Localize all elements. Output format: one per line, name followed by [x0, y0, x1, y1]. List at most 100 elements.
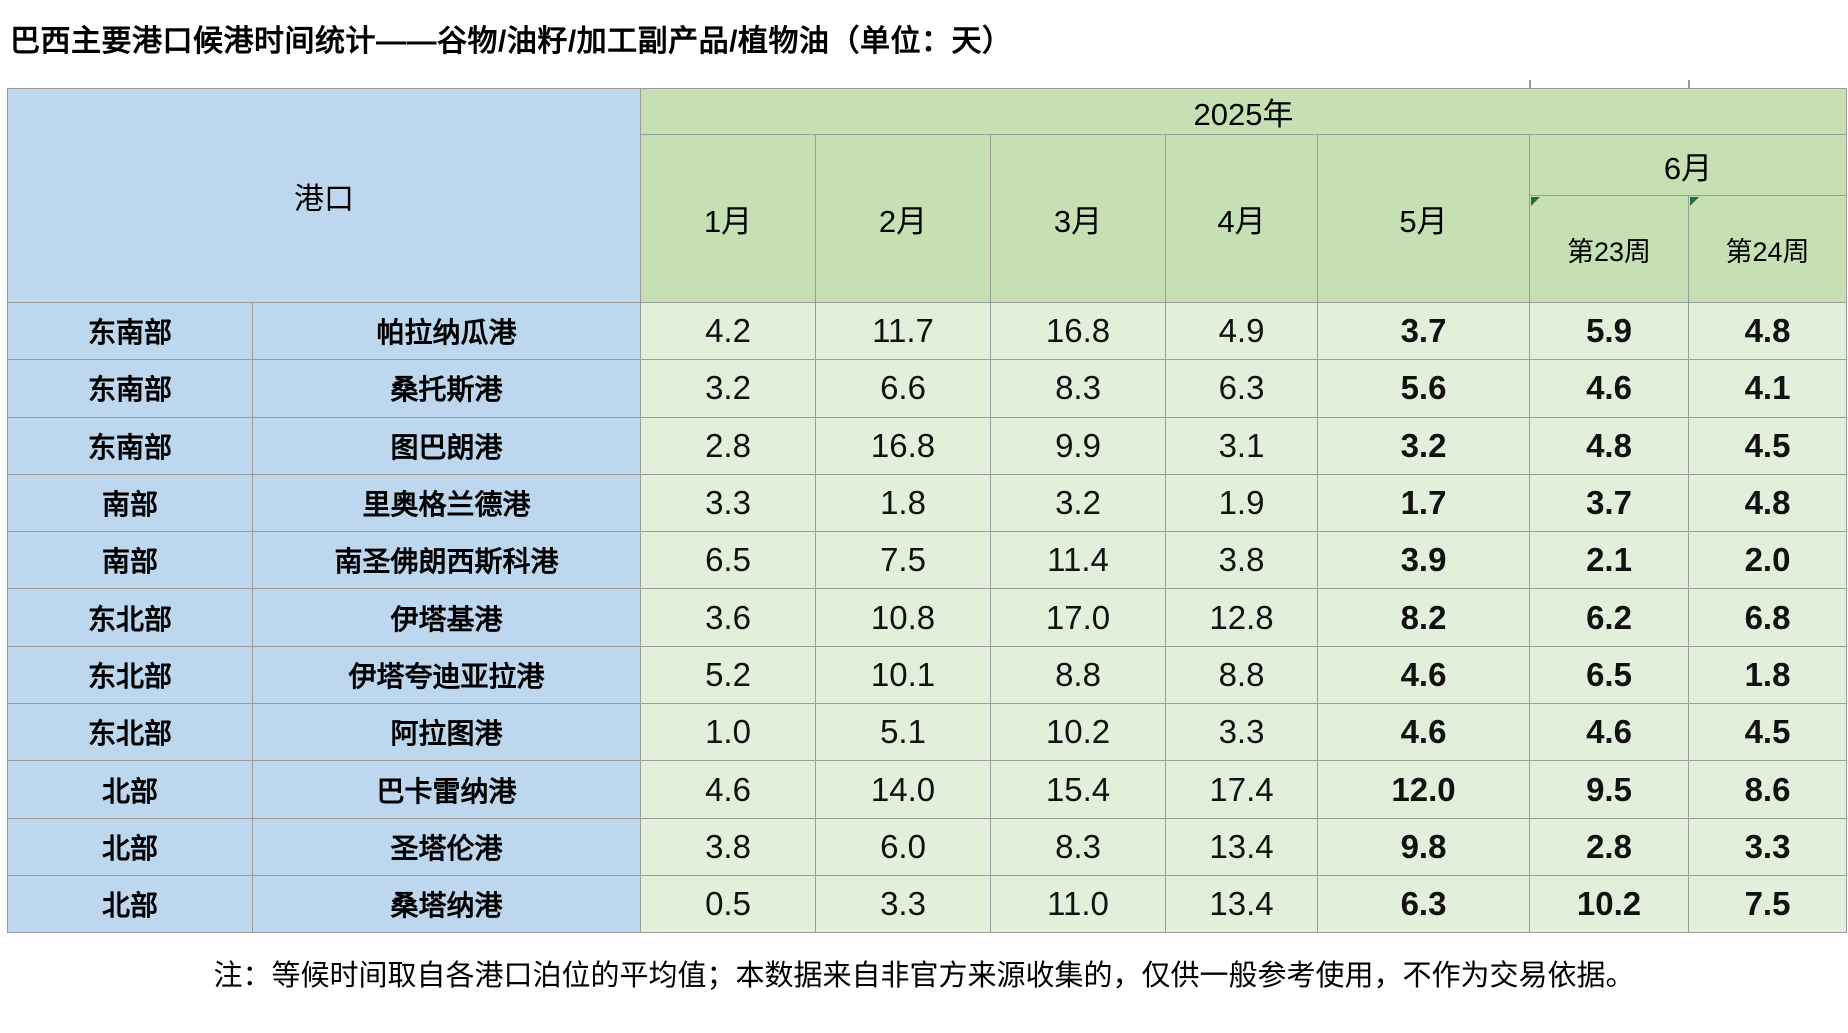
value-cell: 13.4	[1165, 817, 1318, 876]
june-header: 6月	[1528, 134, 1848, 196]
value-cell: 16.8	[815, 416, 991, 475]
value-cell: 4.6	[1529, 703, 1689, 762]
month-header-may: 5月	[1317, 134, 1530, 303]
value-cell: 4.6	[1529, 359, 1689, 418]
port-cell: 阿拉图港	[252, 703, 641, 762]
region-cell: 东南部	[7, 301, 253, 361]
value-cell: 3.3	[1687, 817, 1848, 876]
value-cell: 6.3	[1317, 874, 1530, 934]
cell-corner-indicator-icon	[1690, 197, 1699, 206]
value-cell: 4.8	[1687, 301, 1848, 361]
cell-corner-indicator-icon	[1531, 197, 1540, 206]
value-cell: 8.3	[990, 359, 1166, 418]
table-row: 东北部 伊塔基港 3.6 10.8 17.0 12.8 8.2 6.2 6.8	[7, 588, 1848, 647]
table-row: 北部 巴卡雷纳港 4.6 14.0 15.4 17.4 12.0 9.5 8.6	[7, 760, 1848, 819]
region-cell: 东北部	[7, 703, 253, 762]
value-cell: 3.3	[815, 874, 991, 934]
table-row: 东南部 图巴朗港 2.8 16.8 9.9 3.1 3.2 4.8 4.5	[7, 416, 1848, 475]
value-cell: 4.2	[640, 301, 816, 361]
value-cell: 4.6	[1317, 703, 1530, 762]
value-cell: 3.9	[1317, 531, 1530, 590]
grid-tick	[1529, 80, 1531, 89]
value-cell: 2.1	[1529, 531, 1689, 590]
value-cell: 11.7	[815, 301, 991, 361]
year-header: 2025年	[639, 88, 1848, 135]
value-cell: 2.8	[1529, 817, 1689, 876]
region-cell: 东南部	[7, 416, 253, 475]
week-24-label: 第24周	[1725, 236, 1810, 267]
value-cell: 2.0	[1687, 531, 1848, 590]
port-wait-time-table: 港口 2025年 1月 2月 3月 4月 5月 6月 第23周 第24周 东南部…	[7, 88, 1848, 934]
week-23-header: 第23周	[1529, 195, 1689, 303]
month-header-feb: 2月	[815, 134, 991, 303]
value-cell: 5.1	[815, 703, 991, 762]
footnote: 注：等候时间取自各港口泊位的平均值；本数据来自非官方来源收集的，仅供一般参考使用…	[213, 960, 1635, 992]
region-cell: 北部	[7, 760, 253, 819]
value-cell: 1.8	[815, 473, 991, 533]
value-cell: 7.5	[1687, 874, 1848, 934]
value-cell: 6.8	[1687, 588, 1848, 647]
week-24-header: 第24周	[1687, 195, 1848, 303]
value-cell: 5.2	[640, 645, 816, 705]
month-header-mar: 3月	[990, 134, 1166, 303]
region-cell: 东南部	[7, 359, 253, 418]
value-cell: 3.1	[1165, 416, 1318, 475]
grid-tick	[1688, 80, 1690, 89]
value-cell: 6.5	[640, 531, 816, 590]
header-row-year: 港口 2025年	[7, 88, 1848, 303]
value-cell: 1.7	[1317, 473, 1530, 533]
value-cell: 1.0	[640, 703, 816, 762]
port-cell: 伊塔基港	[252, 588, 641, 647]
port-cell: 圣塔伦港	[252, 817, 641, 876]
value-cell: 3.8	[640, 817, 816, 876]
port-cell: 里奥格兰德港	[252, 473, 641, 533]
port-cell: 帕拉纳瓜港	[252, 301, 641, 361]
value-cell: 8.8	[1165, 645, 1318, 705]
value-cell: 3.2	[640, 359, 816, 418]
region-cell: 北部	[7, 817, 253, 876]
value-cell: 6.3	[1165, 359, 1318, 418]
port-cell: 南圣佛朗西斯科港	[252, 531, 641, 590]
table-row: 东北部 阿拉图港 1.0 5.1 10.2 3.3 4.6 4.6 4.5	[7, 703, 1848, 762]
table-row: 东南部 帕拉纳瓜港 4.2 11.7 16.8 4.9 3.7 5.9 4.8	[7, 301, 1848, 361]
value-cell: 4.8	[1529, 416, 1689, 475]
value-cell: 4.1	[1687, 359, 1848, 418]
value-cell: 10.2	[1529, 874, 1689, 934]
table-row: 南部 里奥格兰德港 3.3 1.8 3.2 1.9 1.7 3.7 4.8	[7, 473, 1848, 533]
value-cell: 5.6	[1317, 359, 1530, 418]
region-cell: 南部	[7, 473, 253, 533]
value-cell: 3.6	[640, 588, 816, 647]
value-cell: 3.7	[1529, 473, 1689, 533]
value-cell: 10.1	[815, 645, 991, 705]
table-row: 南部 南圣佛朗西斯科港 6.5 7.5 11.4 3.8 3.9 2.1 2.0	[7, 531, 1848, 590]
value-cell: 4.5	[1687, 703, 1848, 762]
port-column-header: 港口	[7, 88, 641, 303]
value-cell: 0.5	[640, 874, 816, 934]
header-row-weeks: 第23周 第24周	[8, 195, 1848, 303]
value-cell: 1.9	[1165, 473, 1318, 533]
value-cell: 16.8	[990, 301, 1166, 361]
table-row: 东南部 桑托斯港 3.2 6.6 8.3 6.3 5.6 4.6 4.1	[7, 359, 1848, 418]
value-cell: 17.0	[990, 588, 1166, 647]
value-cell: 1.8	[1687, 645, 1848, 705]
value-cell: 6.0	[815, 817, 991, 876]
value-cell: 8.8	[990, 645, 1166, 705]
region-cell: 东北部	[7, 645, 253, 705]
value-cell: 10.2	[990, 703, 1166, 762]
value-cell: 5.9	[1529, 301, 1689, 361]
port-cell: 伊塔夸迪亚拉港	[252, 645, 641, 705]
value-cell: 3.8	[1165, 531, 1318, 590]
value-cell: 7.5	[815, 531, 991, 590]
value-cell: 10.8	[815, 588, 991, 647]
value-cell: 14.0	[815, 760, 991, 819]
table-row: 北部 桑塔纳港 0.5 3.3 11.0 13.4 6.3 10.2 7.5	[7, 874, 1848, 934]
value-cell: 17.4	[1165, 760, 1318, 819]
value-cell: 11.0	[990, 874, 1166, 934]
port-cell: 桑托斯港	[252, 359, 641, 418]
value-cell: 3.7	[1317, 301, 1530, 361]
value-cell: 9.8	[1317, 817, 1530, 876]
value-cell: 8.2	[1317, 588, 1530, 647]
header-row-months: 1月 2月 3月 4月 5月 6月	[8, 134, 1848, 303]
region-cell: 东北部	[7, 588, 253, 647]
value-cell: 3.3	[1165, 703, 1318, 762]
